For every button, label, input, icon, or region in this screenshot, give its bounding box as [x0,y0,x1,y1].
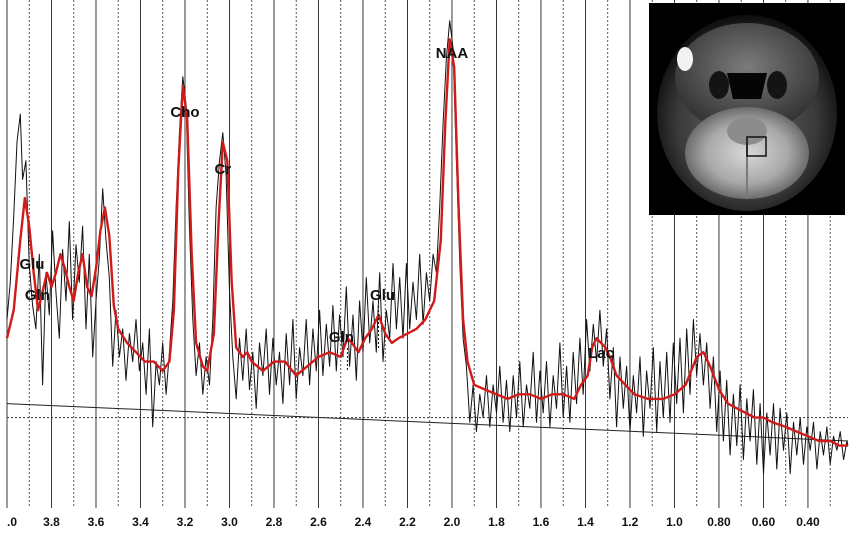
airway-dark [727,73,767,99]
mri-inset-image [649,3,845,215]
brainstem [727,117,767,145]
peak-label-glu: Glu [19,256,44,273]
voxel-box [746,136,767,157]
x-tick-label: 2.0 [444,515,461,529]
peak-label-gln: Gln [25,287,50,304]
x-tick-label: 3.6 [88,515,105,529]
spectrum-series [5,20,849,475]
dark-region-right [767,71,787,99]
x-tick-label: 2.8 [266,515,283,529]
x-tick-label: 2.2 [399,515,416,529]
peak-label-glu: Glu [370,287,395,304]
x-axis-ticks: .0 3.8 3.6 3.4 3.2 3.0 2.8 2.6 2.4 2.2 2.0 1.8 1.6 1.… [7,515,820,529]
x-tick-label: 2.4 [355,515,372,529]
x-tick-label: 3.8 [43,515,60,529]
bright-spot [677,47,693,71]
x-tick-label: 1.8 [488,515,505,529]
x-tick-label: 2.6 [310,515,327,529]
peak-label-cr: Cr [214,161,231,178]
x-tick-label: 1.0 [666,515,683,529]
x-tick-label: 1.4 [577,515,594,529]
peak-label-naa: NAA [436,45,469,62]
x-tick-label: 3.2 [177,515,194,529]
peak-label-cho: Cho [170,104,199,121]
dark-region-left [709,71,729,99]
x-tick-label: 0.60 [752,515,776,529]
x-tick-label: 0.80 [707,515,731,529]
x-tick-label: 0.40 [796,515,820,529]
peak-labels: NAA Cho Cr Glu Gln Glu Gln Lac [19,45,614,372]
baseline-line [6,403,849,442]
peak-label-lac: Lac [588,345,614,362]
peak-label-gln: Gln [329,329,354,346]
fitted-spectrum-line [5,38,848,447]
x-tick-label: 1.2 [622,515,639,529]
x-tick-label: 3.0 [221,515,238,529]
mri-axial-slice [649,3,845,215]
x-tick-label: 1.6 [533,515,550,529]
x-tick-label: 3.4 [132,515,149,529]
raw-spectrum-line [6,20,849,475]
x-tick-label: .0 [7,515,17,529]
